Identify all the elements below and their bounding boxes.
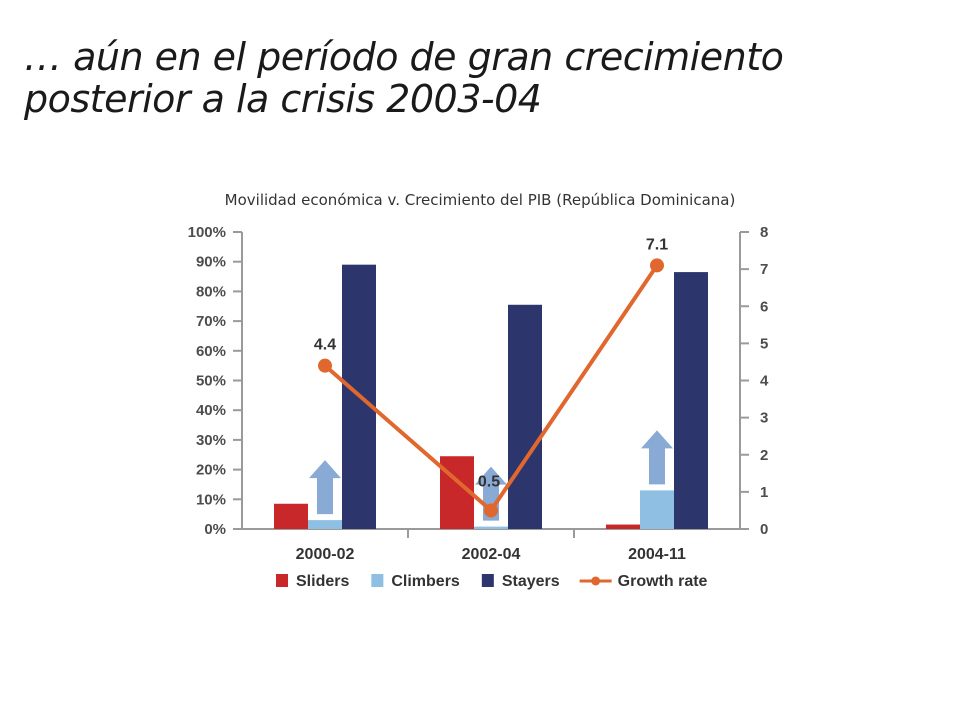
bar-climbers-2002-04: [474, 526, 508, 529]
y-left-tick-label: 40%: [196, 402, 226, 419]
slide-title: … aún en el período de gran crecimiento …: [24, 36, 934, 120]
y-right-tick-label: 8: [760, 224, 768, 241]
legend-label-sliders: Sliders: [296, 573, 349, 590]
legend-marker-growth-rate: [591, 576, 601, 586]
y-left-tick-label: 80%: [196, 283, 226, 300]
legend-swatch-climbers: [371, 574, 384, 587]
y-left-tick-label: 50%: [196, 373, 226, 390]
point-growth-rate-2000-02: [318, 358, 332, 373]
y-right-tick-label: 3: [760, 410, 768, 427]
chart-subtitle: Movilidad económica v. Crecimiento del P…: [224, 191, 736, 209]
legend-label-growth-rate: Growth rate: [618, 573, 708, 590]
bar-stayers-2004-11: [674, 272, 708, 529]
y-left-tick-label: 0%: [204, 521, 226, 538]
legend-label-climbers: Climbers: [391, 573, 460, 590]
y-left-tick-label: 100%: [188, 224, 226, 241]
up-arrow-icon: [309, 460, 341, 515]
point-growth-rate-2002-04: [484, 503, 498, 518]
up-arrow-icon: [641, 430, 673, 485]
y-left-tick-label: 10%: [196, 491, 226, 508]
y-right-tick-label: 4: [760, 373, 769, 390]
data-label-growth-rate: 0.5: [478, 473, 500, 490]
y-right-tick-label: 1: [760, 484, 768, 501]
y-right-tick-label: 2: [760, 447, 768, 464]
y-right-tick-label: 6: [760, 298, 768, 315]
bar-sliders-2004-11: [606, 524, 640, 529]
bar-climbers-2000-02: [308, 520, 342, 529]
y-right-tick-label: 5: [760, 335, 768, 352]
point-growth-rate-2004-11: [650, 258, 664, 273]
x-category-label: 2004-11: [628, 546, 686, 563]
slide-title-line-2: posterior a la crisis 2003-04: [24, 77, 542, 121]
data-label-growth-rate: 4.4: [314, 337, 336, 354]
legend-swatch-stayers: [481, 574, 494, 587]
y-right-tick-label: 0: [760, 521, 768, 538]
bar-climbers-2004-11: [640, 490, 674, 529]
y-left-tick-label: 20%: [196, 462, 226, 479]
y-right-tick-label: 7: [760, 261, 768, 278]
up-arrow-icon: [475, 466, 507, 521]
y-left-tick-label: 90%: [196, 254, 226, 271]
legend-label-stayers: Stayers: [502, 573, 560, 590]
bar-stayers-2002-04: [508, 304, 542, 529]
bar-sliders-2000-02: [274, 503, 308, 529]
legend-swatch-sliders: [276, 574, 288, 587]
data-label-growth-rate: 7.1: [646, 236, 668, 253]
y-left-tick-label: 30%: [196, 432, 226, 449]
x-category-label: 2000-02: [296, 546, 355, 563]
y-left-tick-label: 70%: [196, 313, 226, 330]
y-left-tick-label: 60%: [196, 343, 226, 360]
x-category-label: 2002-04: [462, 546, 521, 563]
slide-title-line-1: … aún en el período de gran crecimiento: [24, 35, 784, 79]
